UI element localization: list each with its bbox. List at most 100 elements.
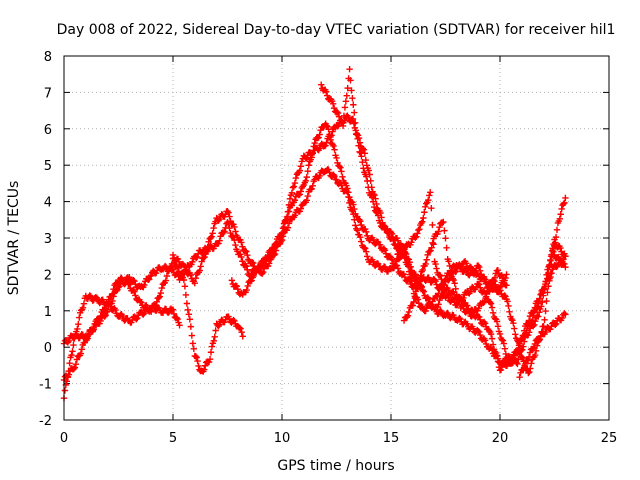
- data-point: [526, 349, 534, 356]
- data-point: [518, 353, 525, 361]
- data-point: [498, 336, 506, 343]
- data-point: [147, 272, 154, 280]
- data-point: [346, 199, 353, 207]
- data-point: [195, 362, 202, 370]
- data-point: [372, 195, 379, 202]
- data-point: [408, 277, 416, 285]
- data-point: [303, 173, 310, 181]
- data-point: [325, 126, 332, 133]
- data-point: [509, 317, 516, 324]
- data-point: [556, 215, 563, 223]
- data-point: [331, 146, 338, 153]
- data-point: [194, 357, 201, 365]
- data-point: [73, 356, 81, 363]
- data-point: [280, 223, 288, 231]
- data-point: [277, 233, 285, 241]
- data-point: [349, 207, 356, 215]
- data-point: [451, 280, 458, 287]
- data-point: [401, 273, 409, 281]
- data-point: [264, 252, 271, 259]
- data-point: [66, 359, 73, 367]
- data-point: [465, 307, 472, 315]
- data-point: [65, 337, 73, 345]
- data-point: [518, 335, 525, 343]
- data-point: [83, 333, 90, 341]
- data-point: [360, 146, 368, 153]
- data-point: [340, 112, 348, 120]
- data-point: [527, 365, 534, 372]
- data-point: [426, 192, 433, 199]
- data-point: [182, 266, 190, 273]
- data-point: [549, 251, 556, 258]
- data-point: [205, 238, 212, 246]
- data-point: [432, 260, 439, 268]
- data-point: [359, 145, 367, 152]
- data-point: [198, 258, 205, 265]
- data-point: [481, 298, 488, 305]
- data-point: [508, 315, 515, 323]
- data-point: [236, 324, 243, 331]
- data-point: [137, 298, 144, 305]
- data-point: [488, 346, 496, 354]
- data-point: [446, 262, 453, 270]
- data-point: [101, 313, 108, 320]
- data-point: [351, 216, 358, 223]
- data-point: [342, 98, 350, 105]
- data-point: [510, 320, 517, 327]
- data-point: [216, 321, 223, 328]
- data-point: [357, 218, 364, 225]
- data-point: [384, 226, 391, 234]
- data-point: [183, 300, 191, 307]
- data-point: [158, 284, 166, 292]
- data-point: [464, 306, 471, 313]
- data-point: [440, 291, 447, 299]
- data-point: [435, 228, 442, 235]
- y-tick-label: 3: [44, 232, 52, 247]
- data-point: [304, 168, 311, 175]
- data-point: [476, 284, 484, 291]
- data-point: [371, 192, 378, 199]
- data-point: [169, 251, 177, 259]
- data-point: [487, 330, 495, 338]
- data-point: [425, 196, 432, 204]
- data-point: [181, 263, 189, 270]
- data-point: [361, 244, 368, 251]
- data-point: [516, 347, 524, 355]
- data-point: [239, 333, 246, 340]
- data-point: [72, 360, 80, 368]
- data-point: [330, 104, 338, 112]
- data-point: [404, 312, 412, 319]
- data-point: [365, 167, 372, 174]
- data-point: [481, 337, 489, 344]
- data-point: [560, 200, 567, 208]
- data-point: [351, 119, 359, 126]
- data-point: [322, 88, 330, 95]
- data-point: [492, 281, 499, 288]
- data-point: [457, 315, 464, 323]
- data-point: [348, 87, 355, 94]
- data-point: [519, 354, 526, 362]
- data-point: [284, 224, 292, 231]
- data-point: [335, 113, 343, 120]
- data-point: [369, 258, 377, 265]
- data-point: [181, 283, 189, 290]
- data-point: [243, 286, 250, 294]
- data-point: [440, 218, 447, 226]
- data-point: [77, 350, 85, 357]
- data-point: [242, 247, 249, 254]
- data-point: [316, 145, 323, 152]
- data-point: [323, 139, 330, 146]
- data-point: [435, 290, 442, 297]
- data-point: [233, 282, 241, 290]
- data-point: [510, 356, 518, 364]
- data-point: [242, 262, 249, 269]
- data-point: [407, 273, 415, 281]
- data-point: [400, 317, 408, 324]
- data-point: [548, 260, 555, 268]
- data-point: [334, 109, 342, 117]
- data-point: [346, 65, 353, 73]
- data-point: [422, 260, 429, 268]
- data-point: [110, 293, 117, 300]
- data-point: [464, 320, 471, 328]
- data-point: [350, 210, 357, 218]
